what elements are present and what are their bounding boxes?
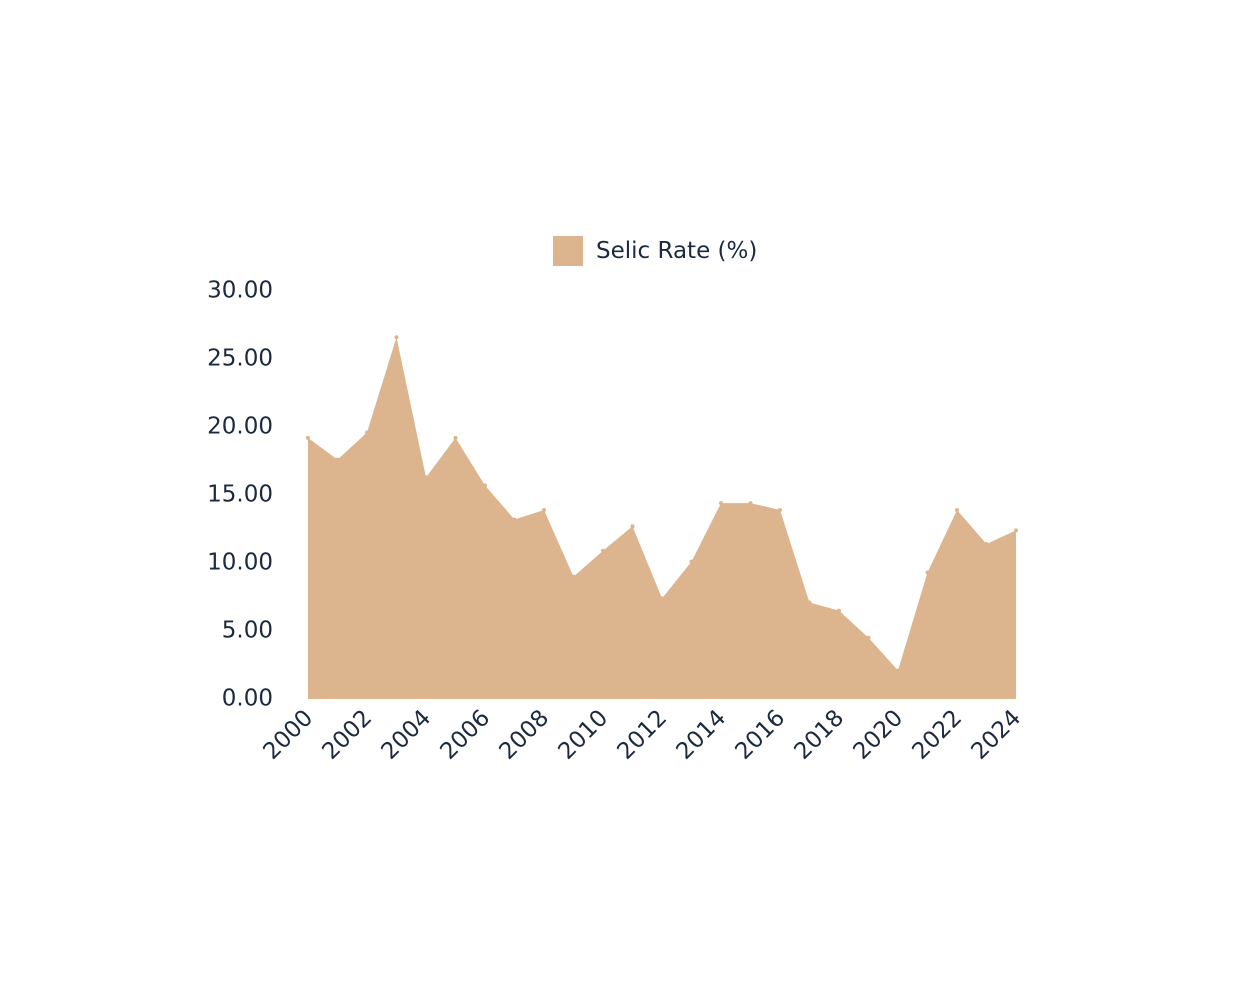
data-point [483, 483, 487, 488]
data-point [542, 507, 546, 512]
data-point [778, 507, 782, 512]
data-point [394, 335, 399, 340]
x-tick-label: 2000 [258, 705, 318, 765]
x-tick-label: 2020 [848, 705, 908, 765]
series-area [308, 337, 1016, 699]
y-axis: 0.00 5.00 10.00 15.00 20.00 25.00 30.00 [207, 278, 273, 712]
x-tick-label: 2024 [966, 705, 1026, 765]
x-tick-label: 2016 [730, 705, 790, 765]
data-point [571, 574, 576, 579]
data-point [719, 501, 723, 506]
data-point [925, 570, 930, 575]
x-tick-label: 2006 [435, 705, 495, 765]
legend-swatch [553, 236, 583, 266]
x-tick-label: 2010 [553, 705, 613, 765]
data-point [512, 517, 517, 522]
data-point [365, 430, 369, 435]
x-axis: 2000 2002 2004 2006 2008 2010 2012 2014 2016 2018… [258, 705, 1026, 765]
data-point [424, 475, 428, 480]
x-tick-label: 2008 [494, 705, 554, 765]
data-point [1014, 528, 1018, 533]
legend-label: Selic Rate (%) [596, 238, 757, 264]
data-point [807, 600, 812, 605]
y-tick-label: 15.00 [207, 482, 273, 508]
x-tick-label: 2014 [671, 705, 731, 765]
data-point [630, 524, 635, 529]
legend: Selic Rate (%) [553, 236, 757, 266]
data-point [335, 457, 340, 462]
x-tick-label: 2018 [789, 705, 849, 765]
data-point [866, 635, 871, 640]
data-point [955, 507, 959, 512]
y-tick-label: 25.00 [207, 346, 273, 372]
data-point [837, 608, 841, 613]
x-tick-label: 2022 [907, 705, 967, 765]
data-point [660, 596, 664, 601]
data-point [453, 435, 458, 440]
x-tick-label: 2004 [376, 705, 436, 765]
data-point [306, 435, 310, 440]
plot-area [306, 335, 1018, 699]
data-point [689, 559, 694, 564]
data-point [748, 501, 753, 506]
data-point [984, 541, 989, 546]
y-tick-label: 0.00 [222, 686, 273, 712]
x-tick-label: 2002 [317, 705, 377, 765]
data-point [601, 548, 605, 553]
data-point [896, 668, 900, 673]
x-tick-label: 2012 [612, 705, 672, 765]
y-tick-label: 30.00 [207, 278, 273, 304]
y-tick-label: 5.00 [222, 618, 273, 644]
y-tick-label: 10.00 [207, 550, 273, 576]
y-tick-label: 20.00 [207, 414, 273, 440]
